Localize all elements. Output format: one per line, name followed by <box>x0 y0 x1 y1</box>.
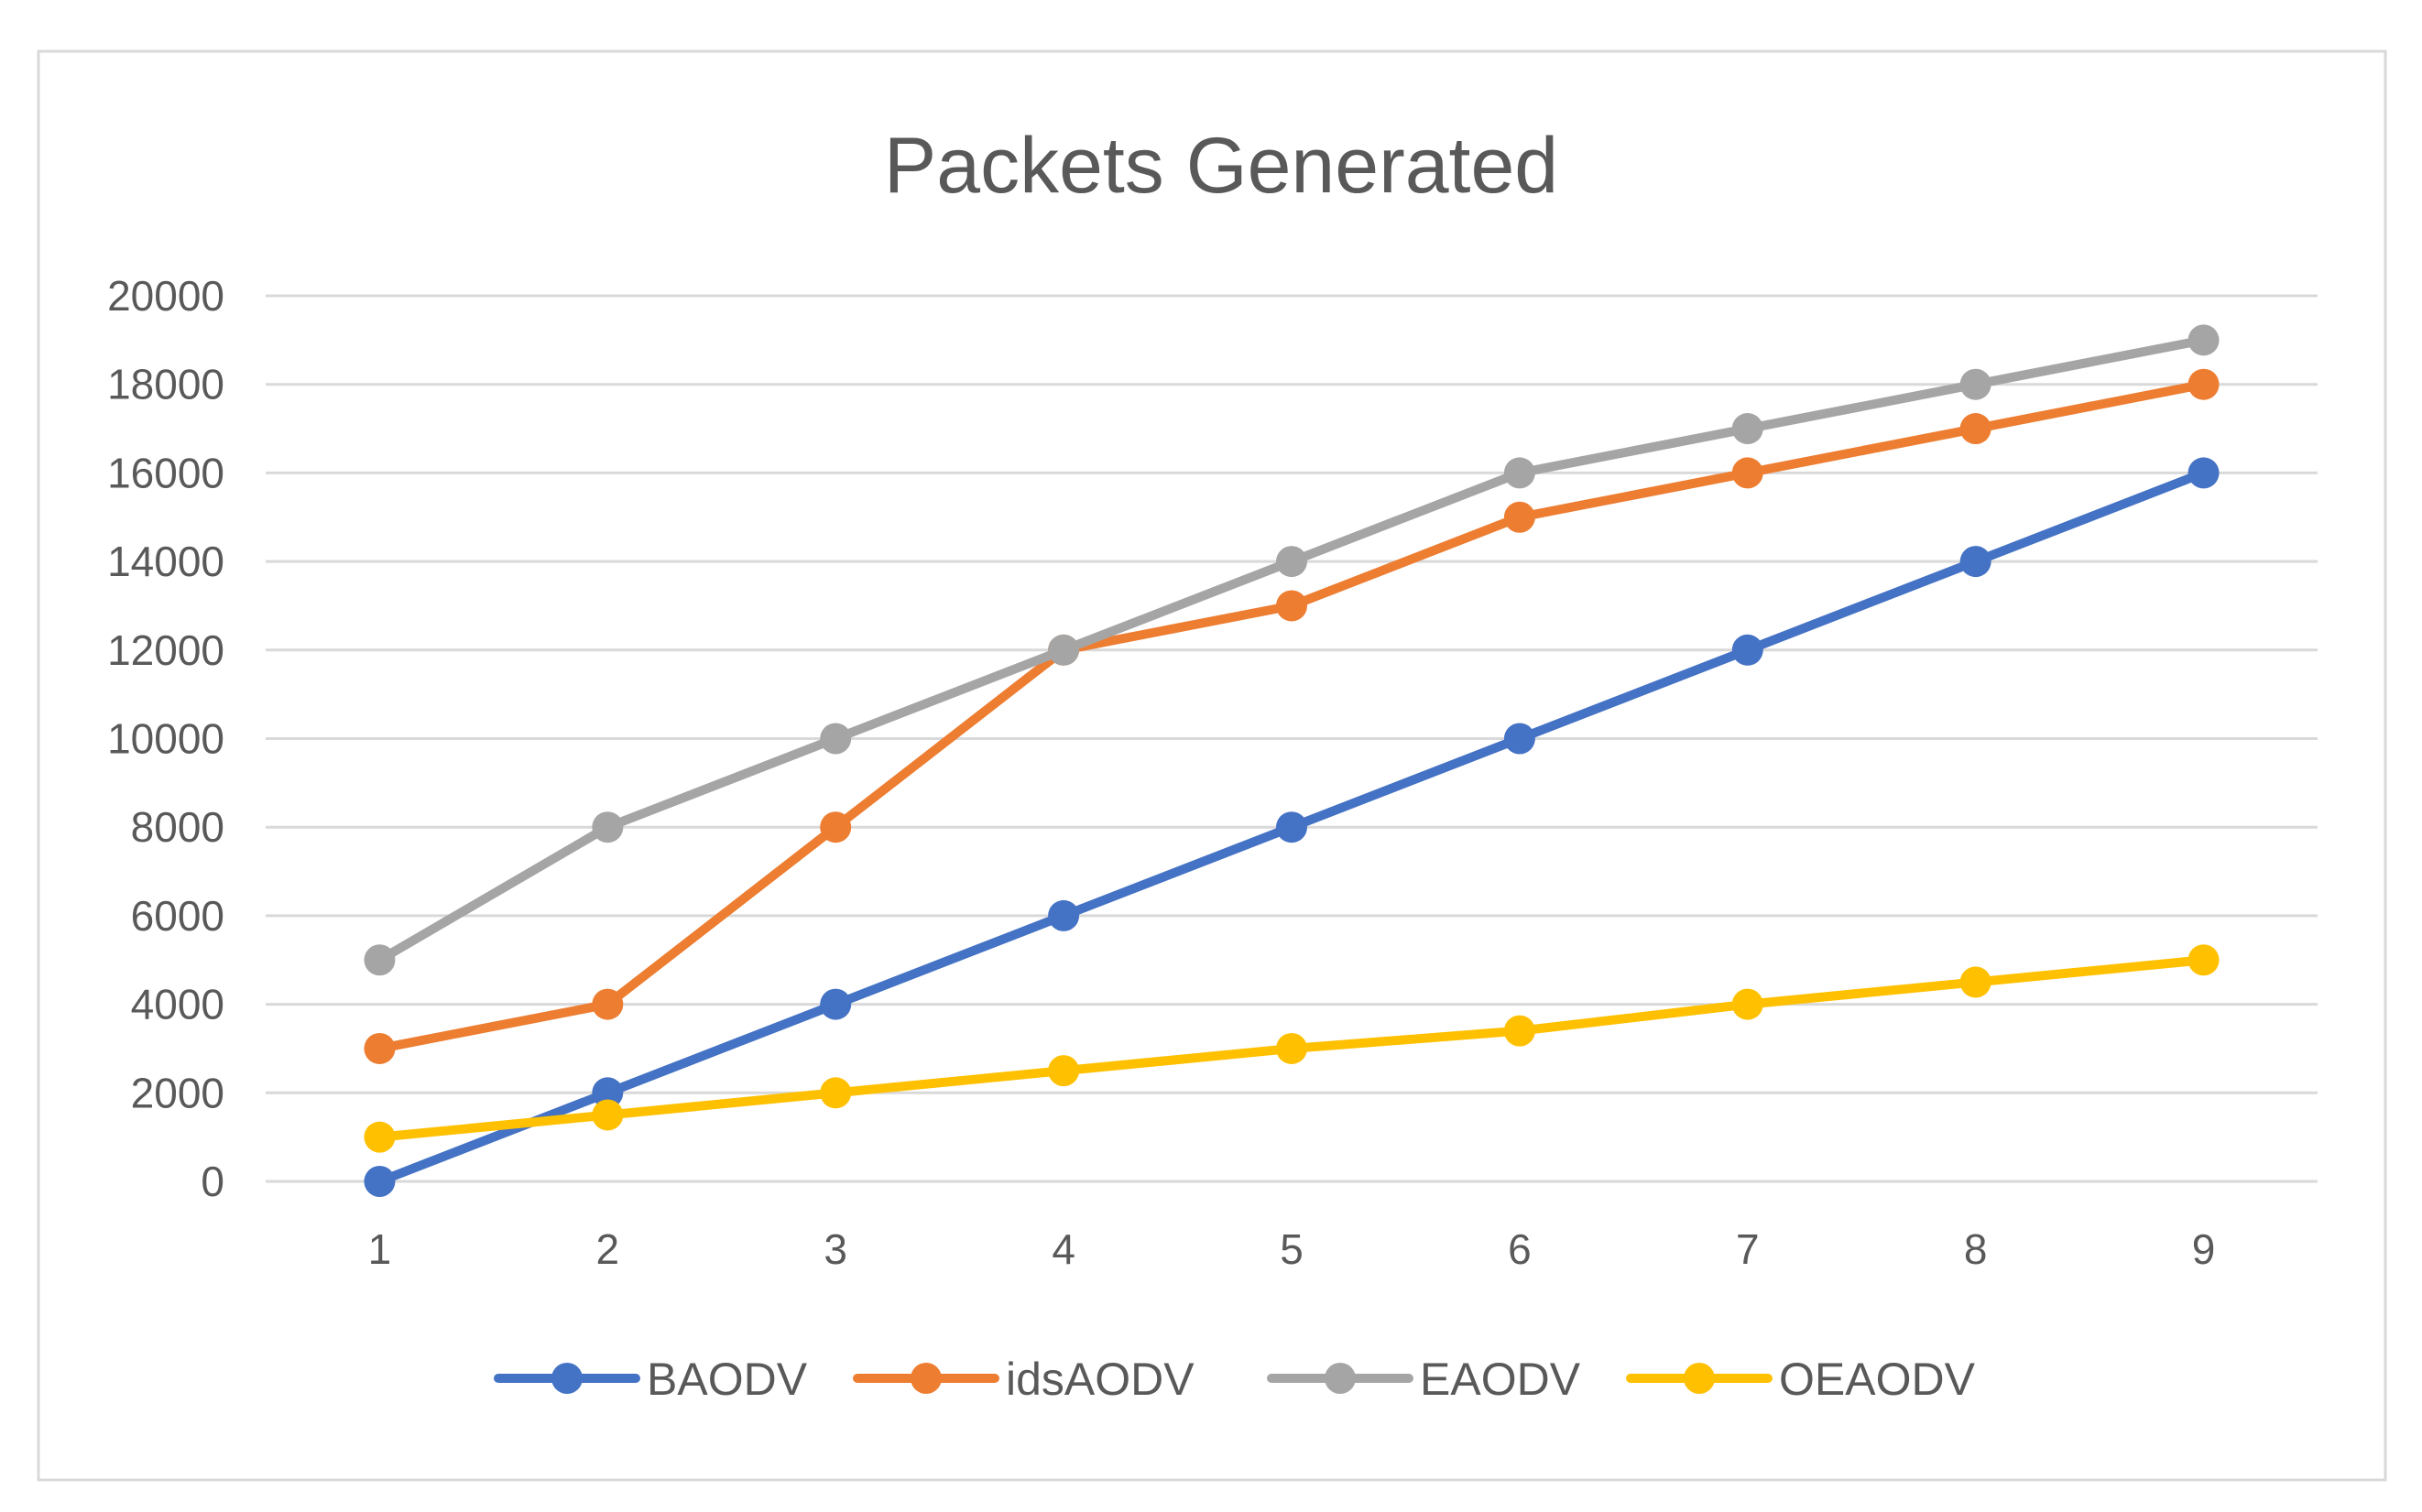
legend-item-BAODV: BAODV <box>494 1354 808 1405</box>
x-tick-label: 7 <box>1736 1225 1760 1273</box>
data-point-OEAODV <box>364 1121 396 1153</box>
y-tick-label: 0 <box>201 1158 224 1205</box>
data-point-idsAODV <box>1276 590 1307 622</box>
x-tick-label: 2 <box>596 1225 620 1273</box>
data-point-EAODV <box>1731 413 1763 445</box>
data-point-idsAODV <box>364 1032 396 1064</box>
data-point-OEAODV <box>2187 944 2220 976</box>
data-point-EAODV <box>1276 546 1307 578</box>
data-point-BAODV <box>592 1077 624 1109</box>
x-tick-label: 6 <box>1508 1225 1532 1273</box>
x-tick-label: 4 <box>1052 1225 1075 1273</box>
x-tick-label: 1 <box>368 1225 392 1273</box>
legend-swatch-marker <box>911 1363 942 1394</box>
legend-label: idsAODV <box>1006 1354 1195 1405</box>
chart-border <box>37 49 2387 1482</box>
data-point-BAODV <box>1276 811 1307 843</box>
x-tick-label: 5 <box>1280 1225 1304 1273</box>
data-point-idsAODV <box>820 811 852 843</box>
legend-item-idsAODV: idsAODV <box>853 1354 1195 1405</box>
legend-item-OEAODV: OEAODV <box>1626 1354 1976 1405</box>
x-tick-label: 9 <box>2192 1225 2216 1273</box>
data-point-idsAODV <box>1503 501 1535 533</box>
legend-label: BAODV <box>647 1354 808 1405</box>
y-tick-label: 12000 <box>107 626 224 674</box>
y-tick-label: 20000 <box>107 272 224 320</box>
data-point-OEAODV <box>1503 1015 1535 1047</box>
legend: BAODV idsAODV EAODV OEAODV <box>494 1354 1976 1405</box>
data-point-OEAODV <box>1276 1032 1307 1064</box>
data-point-BAODV <box>2187 457 2220 489</box>
data-point-EAODV <box>1959 368 1991 400</box>
data-point-idsAODV <box>2187 368 2220 400</box>
data-point-OEAODV <box>1731 988 1763 1020</box>
y-tick-label: 2000 <box>131 1069 224 1116</box>
data-point-EAODV <box>364 944 396 976</box>
data-point-idsAODV <box>592 988 624 1020</box>
y-tick-label: 4000 <box>131 981 224 1028</box>
data-point-BAODV <box>1959 546 1991 578</box>
data-point-idsAODV <box>1959 413 1991 445</box>
data-point-OEAODV <box>1959 966 1991 998</box>
y-tick-label: 18000 <box>107 361 224 408</box>
y-tick-label: 14000 <box>107 538 224 585</box>
legend-label: EAODV <box>1420 1354 1581 1405</box>
data-point-OEAODV <box>592 1099 624 1131</box>
legend-label: OEAODV <box>1779 1354 1976 1405</box>
legend-item-EAODV: EAODV <box>1267 1354 1581 1405</box>
data-point-BAODV <box>1731 634 1763 666</box>
data-point-EAODV <box>1503 457 1535 489</box>
data-point-BAODV <box>1503 723 1535 755</box>
x-tick-label: 8 <box>1964 1225 1988 1273</box>
series-lines <box>364 324 2220 1197</box>
data-point-OEAODV <box>1048 1055 1080 1087</box>
legend-swatch-marker <box>1684 1363 1715 1394</box>
data-point-EAODV <box>592 811 624 843</box>
y-tick-label: 8000 <box>131 803 224 851</box>
data-point-BAODV <box>820 988 852 1020</box>
data-point-EAODV <box>2187 324 2220 356</box>
data-point-idsAODV <box>1731 457 1763 489</box>
data-point-EAODV <box>820 723 852 755</box>
y-tick-label: 10000 <box>107 715 224 763</box>
y-tick-label: 16000 <box>107 449 224 496</box>
axes: 0 2000 4000 6000 8000 10000 12000 14000 16000 180… <box>107 272 2215 1273</box>
x-tick-label: 3 <box>824 1225 847 1273</box>
data-point-BAODV <box>364 1166 396 1197</box>
legend-swatch-marker <box>551 1363 583 1394</box>
legend-swatch-marker <box>1325 1363 1356 1394</box>
data-point-OEAODV <box>820 1077 852 1109</box>
data-point-BAODV <box>1048 899 1080 931</box>
y-tick-label: 6000 <box>131 892 224 940</box>
data-point-EAODV <box>1048 634 1080 666</box>
chart-title: Packets Generated <box>884 122 1558 210</box>
